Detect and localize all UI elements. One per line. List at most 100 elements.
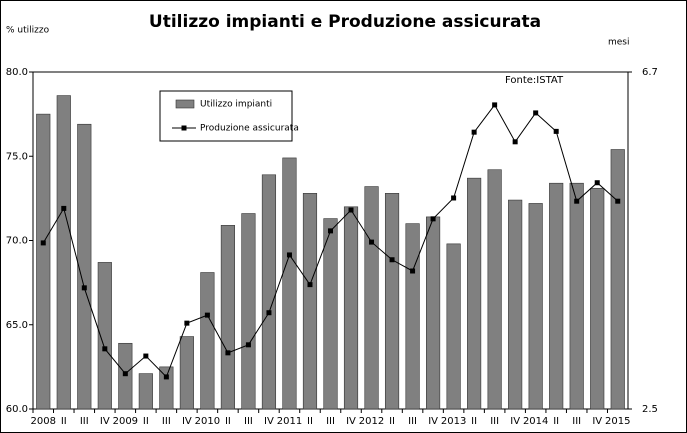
bar bbox=[610, 149, 625, 410]
x-tick-label: IV bbox=[428, 416, 438, 427]
x-tick-label: 2011 bbox=[277, 416, 302, 427]
x-tick-label: IV bbox=[592, 416, 602, 427]
x-tick-label: 2015 bbox=[605, 416, 630, 427]
bar bbox=[220, 225, 235, 410]
marker bbox=[102, 346, 108, 352]
bar bbox=[36, 113, 51, 410]
chart-title: Utilizzo impianti e Produzione assicurat… bbox=[149, 12, 541, 32]
x-tick-label: 2012 bbox=[359, 416, 384, 427]
x-tick-label: IV bbox=[182, 416, 192, 427]
bar bbox=[282, 157, 297, 410]
y2-tick-label: 6.7 bbox=[642, 67, 658, 78]
y-tick-label: 75.0 bbox=[6, 151, 28, 162]
bar bbox=[549, 182, 564, 410]
x-tick-label: 2009 bbox=[113, 416, 138, 427]
x-tick-label: IV bbox=[346, 416, 356, 427]
bar bbox=[384, 193, 400, 410]
bar bbox=[343, 206, 359, 410]
y-axis-label: % utilizzo bbox=[6, 26, 50, 36]
bar bbox=[446, 243, 461, 410]
bar bbox=[97, 262, 112, 410]
x-tick-label: 2008 bbox=[31, 416, 56, 427]
x-tick-label: III bbox=[490, 416, 499, 427]
marker bbox=[307, 282, 313, 288]
bar bbox=[323, 218, 338, 410]
marker bbox=[348, 207, 354, 213]
bar bbox=[241, 213, 256, 410]
marker bbox=[163, 374, 169, 380]
x-tick-label: III bbox=[162, 416, 171, 427]
marker bbox=[594, 180, 600, 186]
marker bbox=[574, 198, 580, 204]
x-tick-label: II bbox=[143, 416, 149, 427]
x-tick-label: II bbox=[471, 416, 477, 427]
bar bbox=[405, 223, 420, 410]
y-tick-label: 70.0 bbox=[6, 236, 28, 247]
x-tick-label: IV bbox=[510, 416, 520, 427]
bar bbox=[426, 216, 441, 410]
bar bbox=[261, 174, 277, 410]
x-tick-label: IV bbox=[100, 416, 110, 427]
legend-label: Produzione assicurata bbox=[200, 124, 299, 134]
marker bbox=[286, 252, 292, 258]
marker bbox=[430, 216, 436, 222]
y-tick-label: 80.0 bbox=[6, 67, 28, 78]
marker bbox=[61, 205, 67, 211]
marker bbox=[471, 129, 477, 135]
marker bbox=[369, 239, 375, 245]
marker bbox=[410, 268, 416, 274]
x-tick-label: II bbox=[225, 416, 231, 427]
marker bbox=[492, 102, 498, 108]
marker bbox=[512, 139, 518, 145]
y-tick-label: 60.0 bbox=[6, 404, 28, 415]
x-tick-label: III bbox=[244, 416, 253, 427]
marker bbox=[553, 128, 559, 134]
marker bbox=[184, 320, 190, 326]
bar bbox=[569, 182, 584, 410]
marker bbox=[266, 310, 272, 316]
marker bbox=[328, 228, 333, 234]
x-tick-label: III bbox=[408, 416, 417, 427]
bar bbox=[467, 177, 482, 410]
marker bbox=[615, 198, 621, 204]
bar bbox=[200, 272, 215, 410]
marker bbox=[204, 312, 210, 318]
bar bbox=[508, 199, 523, 410]
marker bbox=[451, 195, 457, 201]
bar bbox=[487, 169, 502, 410]
marker bbox=[40, 240, 46, 246]
legend-marker bbox=[181, 125, 187, 131]
x-tick-label: 2014 bbox=[523, 416, 548, 427]
x-tick-label: III bbox=[326, 416, 335, 427]
y2-axis-label: mesi bbox=[608, 38, 630, 48]
x-tick-label: III bbox=[572, 416, 581, 427]
x-tick-label: IV bbox=[264, 416, 274, 427]
marker bbox=[389, 257, 395, 263]
marker bbox=[143, 353, 149, 359]
bar bbox=[138, 373, 153, 410]
marker bbox=[122, 371, 128, 377]
marker bbox=[245, 342, 251, 348]
bar bbox=[77, 123, 92, 410]
legend bbox=[159, 90, 293, 142]
x-tick-label: III bbox=[80, 416, 89, 427]
source: Fonte:ISTAT bbox=[505, 75, 564, 86]
x-tick-label: II bbox=[553, 416, 559, 427]
marker bbox=[225, 350, 231, 356]
legend-label: Utilizzo impianti bbox=[200, 100, 272, 110]
x-tick-label: 2010 bbox=[195, 416, 220, 427]
bar bbox=[302, 193, 318, 410]
x-tick-label: II bbox=[389, 416, 395, 427]
y2-tick-label: 2.5 bbox=[642, 404, 658, 415]
bar bbox=[590, 187, 605, 410]
marker bbox=[533, 110, 539, 116]
bar bbox=[179, 336, 194, 410]
bar bbox=[364, 186, 379, 410]
y-tick-label: 65.0 bbox=[6, 320, 28, 331]
marker bbox=[81, 285, 87, 291]
legend-swatch bbox=[175, 99, 195, 109]
bar bbox=[56, 95, 71, 410]
x-tick-label: 2013 bbox=[441, 416, 466, 427]
bar bbox=[159, 366, 174, 410]
